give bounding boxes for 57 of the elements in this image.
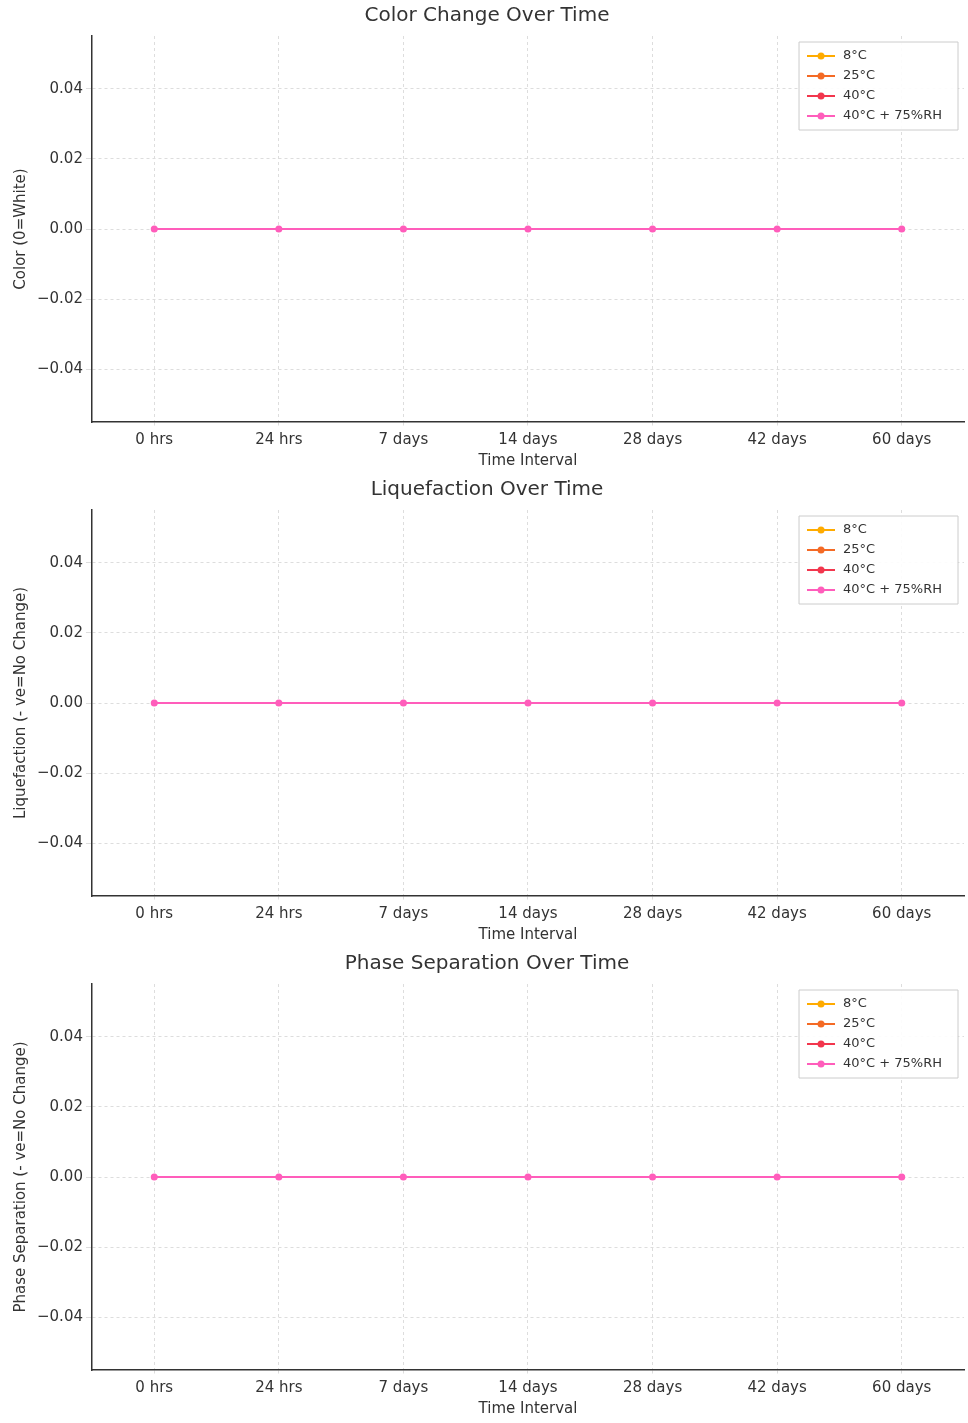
x-tick-label: 14 days [498,1377,558,1396]
y-tick-label: −0.02 [37,289,83,308]
x-tick-label: 24 hrs [255,429,303,448]
legend-label: 25°C [843,1015,876,1031]
x-tick-label: 24 hrs [255,903,303,922]
y-tick-label: 0.02 [49,148,83,167]
x-axis-title: Time Interval [477,924,578,943]
x-tick-label: 60 days [872,429,932,448]
y-tick-label: 0.00 [49,218,83,237]
y-axis-title: Phase Separation (- ve=No Change) [10,1041,29,1313]
x-tick-label: 28 days [622,429,683,448]
x-tick-label: 42 days [747,429,807,448]
legend-label: 40°C [843,1035,876,1051]
y-tick-label: 0.02 [49,1096,83,1115]
y-tick-label: 0.00 [49,1166,83,1185]
legend-label: 8°C [843,995,867,1011]
chart-title: Color Change Over Time [364,2,610,27]
y-tick-label: −0.04 [37,833,83,852]
y-axis-title: Liquefaction (- ve=No Change) [10,586,29,820]
x-tick-label: 7 days [378,1377,429,1396]
y-tick-label: −0.02 [37,1237,83,1256]
x-tick-label: 0 hrs [135,429,174,448]
x-tick-label: 14 days [498,903,558,922]
y-tick-label: 0.04 [49,1026,83,1045]
y-tick-label: 0.02 [49,622,83,641]
legend-label: 25°C [843,67,876,83]
y-tick-label: −0.04 [37,1307,83,1326]
legend-label: 40°C + 75%RH [843,1055,943,1071]
legend-label: 8°C [843,47,867,63]
chart-title: Phase Separation Over Time [344,950,630,975]
x-tick-label: 0 hrs [135,903,174,922]
x-tick-label: 24 hrs [255,1377,303,1396]
x-tick-label: 7 days [378,429,429,448]
y-tick-label: 0.04 [49,552,83,571]
x-tick-label: 60 days [872,903,932,922]
x-axis-title: Time Interval [477,450,578,469]
x-tick-label: 28 days [622,1377,683,1396]
legend-label: 40°C [843,561,876,577]
x-axis-title: Time Interval [477,1398,578,1417]
x-tick-label: 42 days [747,903,807,922]
legend-label: 40°C + 75%RH [843,107,943,123]
x-tick-label: 42 days [747,1377,807,1396]
x-tick-label: 28 days [622,903,683,922]
y-tick-label: −0.02 [37,763,83,782]
chart-title: Liquefaction Over Time [370,476,604,501]
y-tick-label: 0.04 [49,78,83,97]
legend-label: 25°C [843,541,876,557]
legend-label: 40°C [843,87,876,103]
y-axis-title: Color (0=White) [10,168,29,290]
x-tick-label: 7 days [378,903,429,922]
x-tick-label: 14 days [498,429,558,448]
legend-label: 8°C [843,521,867,537]
y-tick-label: 0.00 [49,692,83,711]
legend-label: 40°C + 75%RH [843,581,943,597]
y-tick-label: −0.04 [37,359,83,378]
x-tick-label: 0 hrs [135,1377,174,1396]
x-tick-label: 60 days [872,1377,932,1396]
